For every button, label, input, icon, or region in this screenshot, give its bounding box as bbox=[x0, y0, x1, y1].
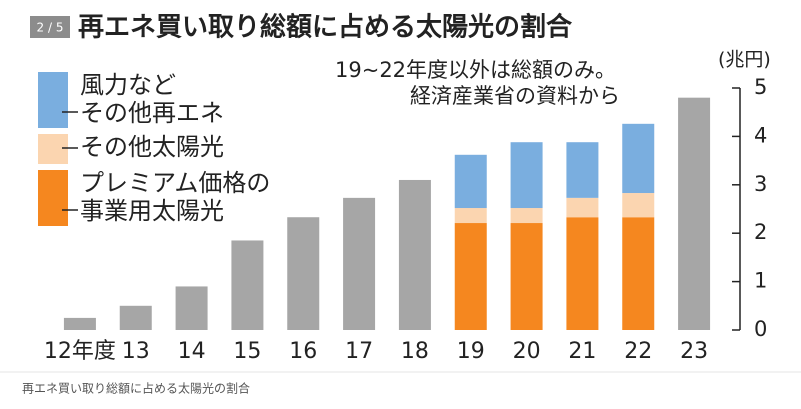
bar bbox=[566, 217, 599, 330]
x-tick-label: 20 bbox=[513, 339, 541, 364]
bar bbox=[678, 97, 711, 331]
x-tick-label: 17 bbox=[345, 339, 373, 364]
x-tick-label: 19 bbox=[457, 339, 485, 364]
note: 経済産業省の資料から bbox=[410, 84, 620, 108]
bar bbox=[622, 123, 655, 194]
y-tick-label: 0 bbox=[754, 317, 767, 341]
bar bbox=[343, 197, 376, 330]
y-tick-label: 5 bbox=[754, 75, 767, 99]
unit: (兆円) bbox=[718, 49, 771, 71]
legend-label: 事業用太陽光 bbox=[80, 197, 224, 225]
bar bbox=[398, 179, 431, 330]
x-tick-label: 12年度 bbox=[44, 339, 116, 364]
bar bbox=[566, 142, 599, 198]
bar bbox=[622, 217, 655, 330]
x-tick-label: 16 bbox=[289, 339, 317, 364]
legend-swatch bbox=[38, 72, 68, 128]
bar bbox=[510, 223, 543, 330]
y-tick-label: 2 bbox=[754, 220, 767, 244]
y-tick-label: 4 bbox=[754, 123, 767, 147]
legend-swatch bbox=[38, 170, 68, 226]
x-tick-label: 14 bbox=[178, 339, 206, 364]
legend-swatch bbox=[38, 134, 68, 164]
y-tick-label: 3 bbox=[754, 172, 767, 196]
legend-label: プレミアム価格の bbox=[80, 169, 270, 197]
x-tick-label: 18 bbox=[401, 339, 429, 364]
bar bbox=[566, 197, 599, 218]
bar bbox=[454, 154, 487, 209]
bar bbox=[231, 240, 264, 330]
bar bbox=[454, 223, 487, 330]
caption: 再エネ買い取り総額に占める太陽光の割合 bbox=[22, 381, 250, 396]
bar bbox=[622, 193, 655, 218]
bar bbox=[287, 217, 320, 330]
badge: 2 / 5 bbox=[37, 21, 64, 35]
x-tick-label: 21 bbox=[568, 339, 596, 364]
y-tick-label: 1 bbox=[754, 269, 767, 293]
x-tick-label: 23 bbox=[680, 339, 708, 364]
note: 19~22年度以外は総額のみ。 bbox=[335, 58, 616, 82]
x-tick-label: 22 bbox=[624, 339, 652, 364]
x-tick-label: 13 bbox=[122, 339, 150, 364]
chart-title: 再エネ買い取り総額に占める太陽光の割合 bbox=[78, 12, 573, 43]
legend-label: 風力など bbox=[80, 71, 176, 99]
bar bbox=[454, 208, 487, 224]
bar bbox=[175, 286, 208, 330]
bar bbox=[510, 208, 543, 224]
legend-label: その他再エネ bbox=[80, 99, 224, 127]
legend-label: その他太陽光 bbox=[80, 133, 224, 161]
bar bbox=[119, 305, 152, 330]
bar bbox=[510, 142, 543, 209]
x-tick-label: 15 bbox=[233, 339, 261, 364]
bar bbox=[63, 317, 96, 330]
badge-bg bbox=[30, 16, 70, 38]
